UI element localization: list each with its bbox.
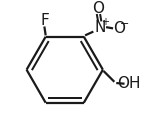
Text: O: O (113, 21, 125, 36)
Text: −: − (120, 19, 130, 29)
Text: OH: OH (117, 76, 141, 91)
Text: F: F (40, 13, 49, 28)
Text: O: O (92, 1, 104, 16)
Text: +: + (100, 17, 108, 27)
Text: N: N (94, 20, 105, 35)
